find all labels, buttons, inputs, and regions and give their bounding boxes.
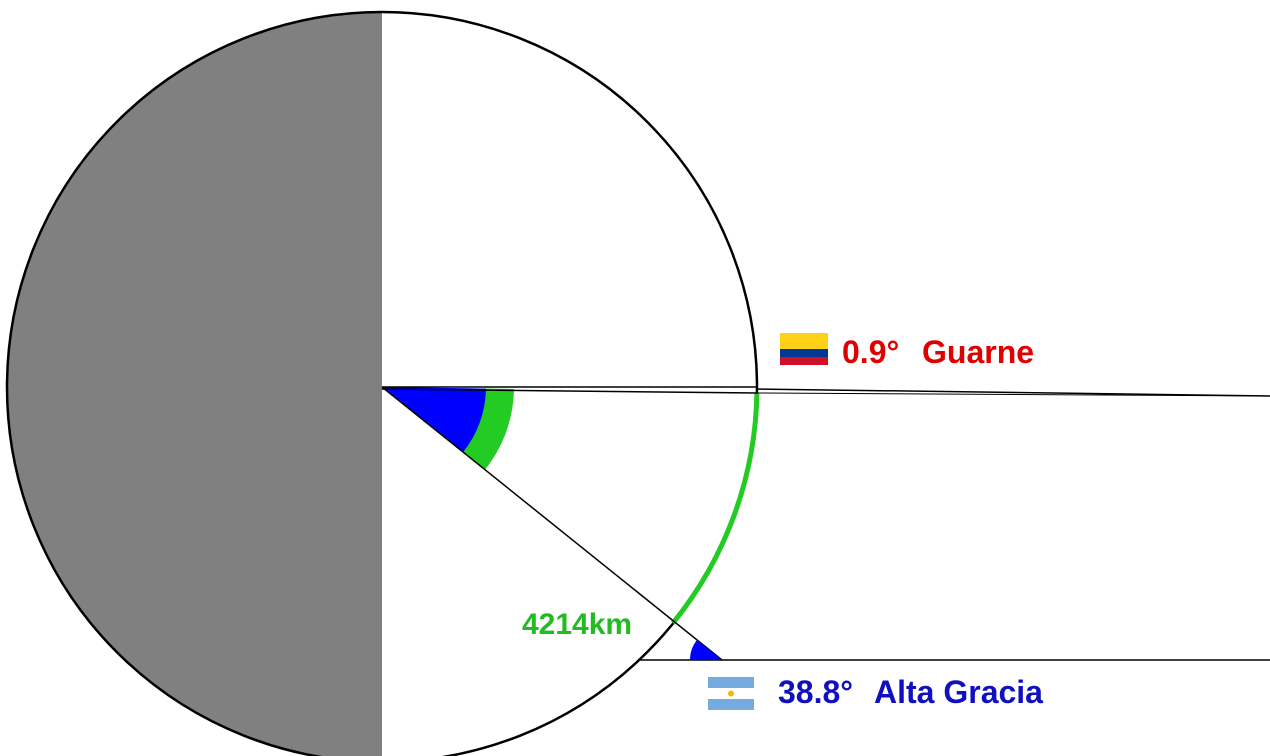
earth-shadow-half (7, 12, 382, 756)
alta-gracia-name-label: Alta Gracia (874, 674, 1043, 710)
alta-gracia-sun-angle (689, 640, 722, 660)
guarne-angle-label: 0.9° (842, 334, 899, 370)
argentina-flag-icon (708, 677, 754, 710)
distance-label: 4214km (522, 608, 632, 641)
sun-ray-guarne-2 (756, 392, 1270, 397)
guarne-name-label: Guarne (922, 334, 1034, 370)
sun-ray-guarne (756, 388, 1270, 397)
ray-horizontal (381, 388, 758, 394)
distance-arc (671, 392, 760, 625)
alta-gracia-angle-label: 38.8° (778, 674, 853, 710)
colombia-flag-icon (780, 333, 828, 365)
ray-to-alta-gracia (381, 386, 723, 661)
central-angle-blue (382, 387, 486, 453)
